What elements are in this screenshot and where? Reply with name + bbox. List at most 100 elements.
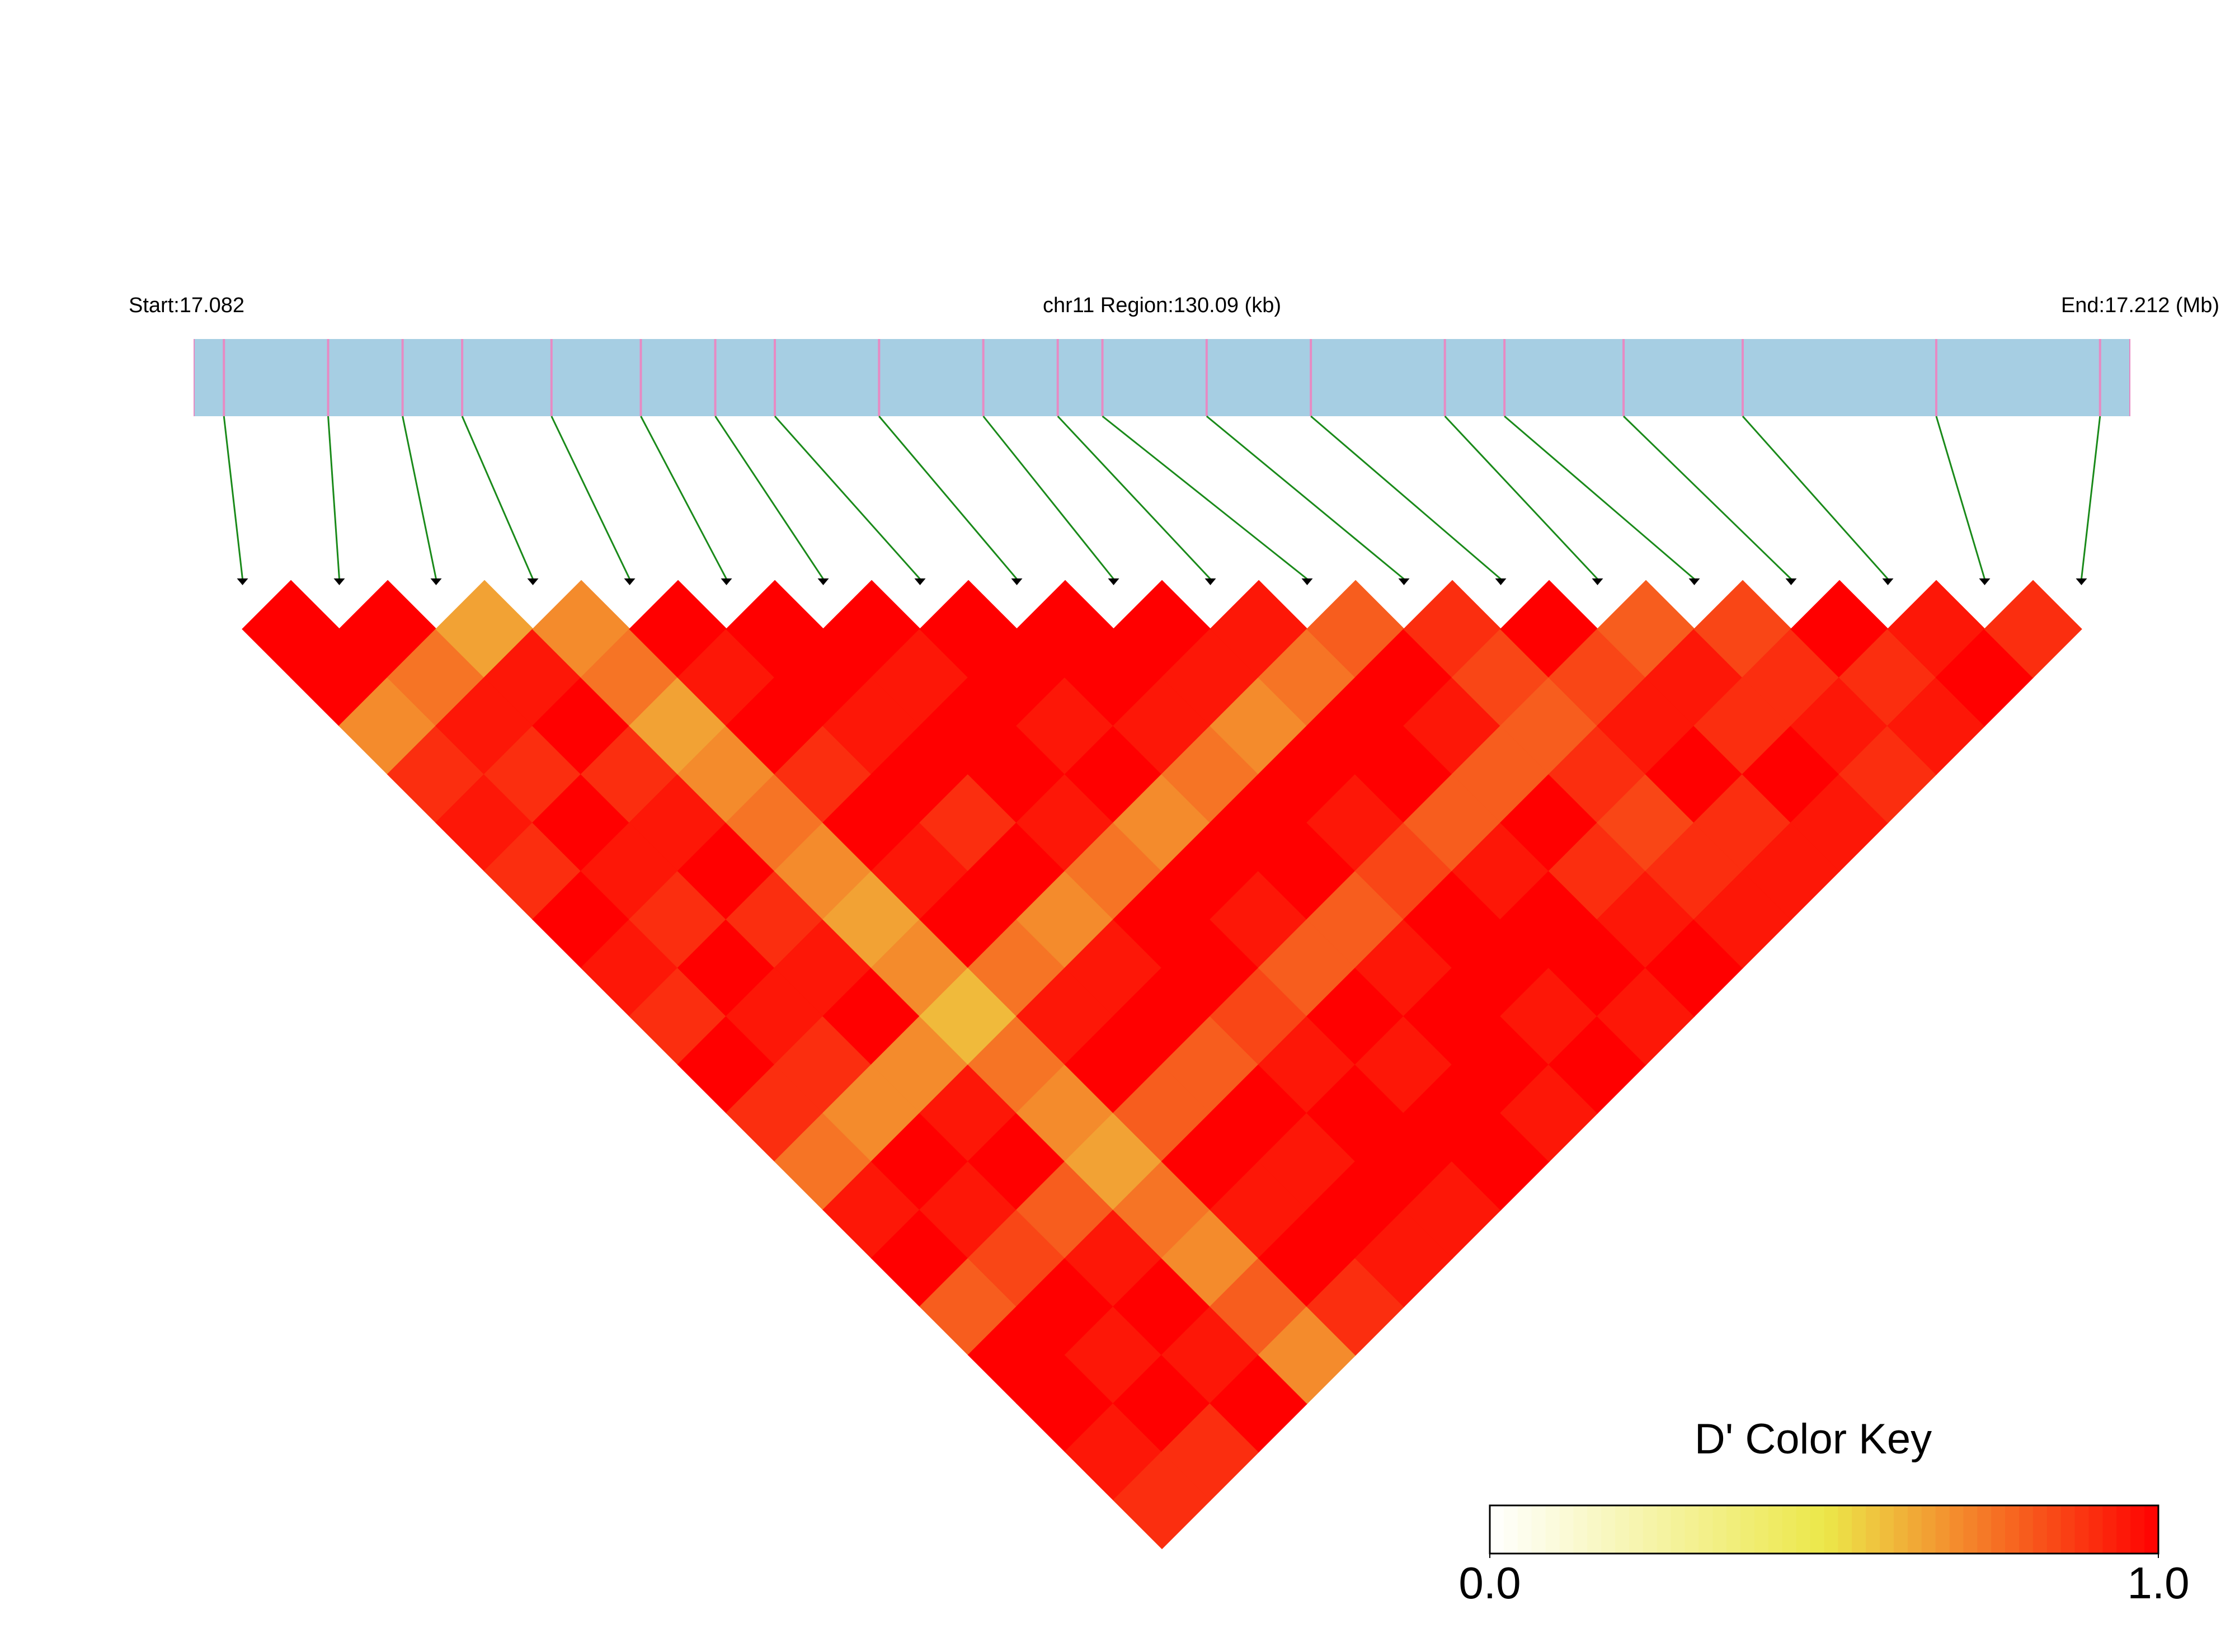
key-frame bbox=[1489, 1504, 2159, 1555]
key-swatch bbox=[1629, 1505, 1644, 1554]
key-swatch bbox=[2032, 1505, 2048, 1554]
region-label: chr11 Region:130.09 (kb) bbox=[1043, 294, 1281, 317]
key-swatch bbox=[1935, 1505, 1950, 1554]
key-swatch bbox=[1907, 1505, 1922, 1554]
snp-marker bbox=[1592, 578, 1603, 585]
snp-marker bbox=[1785, 578, 1797, 585]
key-swatch bbox=[1852, 1505, 1867, 1554]
key-swatch bbox=[1685, 1505, 1700, 1554]
key-swatch bbox=[1824, 1505, 1839, 1554]
key-swatch bbox=[1531, 1505, 1546, 1554]
snp-link bbox=[1057, 415, 1211, 580]
snp-link bbox=[1206, 415, 1405, 580]
snp-link bbox=[640, 416, 727, 580]
key-swatch bbox=[1657, 1505, 1672, 1554]
key-swatch bbox=[1698, 1505, 1714, 1554]
key-swatch bbox=[1893, 1505, 1908, 1554]
key-swatch bbox=[2116, 1505, 2132, 1554]
key-swatch bbox=[1601, 1505, 1616, 1554]
snp-link bbox=[774, 416, 921, 580]
key-tick-label: 0.0 bbox=[1458, 1558, 1521, 1608]
key-swatch bbox=[1573, 1505, 1588, 1554]
snp-marker bbox=[1688, 578, 1700, 585]
key-title: D' Color Key bbox=[1695, 1415, 1932, 1463]
snp-link bbox=[1742, 416, 1889, 580]
snp-link bbox=[550, 416, 630, 580]
snp-marker bbox=[624, 578, 636, 585]
key-swatch bbox=[1949, 1505, 1964, 1554]
key-swatch bbox=[2005, 1505, 2020, 1554]
key-swatch bbox=[1517, 1505, 1532, 1554]
snp-link bbox=[327, 416, 340, 580]
key-swatch bbox=[2144, 1505, 2159, 1554]
snp-link bbox=[1504, 415, 1695, 580]
key-swatch bbox=[2088, 1505, 2104, 1554]
snp-marker bbox=[721, 578, 732, 585]
start-label: Start:17.082 bbox=[129, 294, 244, 317]
snp-marker bbox=[914, 578, 926, 585]
key-swatch bbox=[2074, 1505, 2090, 1554]
key-swatch bbox=[1963, 1505, 1978, 1554]
end-label: End:17.212 (Mb) bbox=[2061, 294, 2219, 317]
key-swatch bbox=[2019, 1505, 2034, 1554]
key-swatch bbox=[2060, 1505, 2076, 1554]
snp-link bbox=[461, 416, 534, 580]
key-swatch bbox=[2102, 1505, 2118, 1554]
key-swatch bbox=[1810, 1505, 1825, 1554]
snp-marker bbox=[1495, 578, 1507, 585]
snp-marker bbox=[817, 578, 829, 585]
key-swatch bbox=[1740, 1505, 1756, 1554]
key-swatch bbox=[1866, 1505, 1881, 1554]
axis-limit-left bbox=[194, 339, 195, 416]
key-swatch bbox=[1712, 1505, 1728, 1554]
snp-marker bbox=[1979, 578, 1991, 585]
key-swatch bbox=[1726, 1505, 1742, 1554]
snp-link bbox=[714, 416, 824, 580]
key-swatch bbox=[1615, 1505, 1630, 1554]
key-swatch bbox=[1991, 1505, 2006, 1554]
snp-link bbox=[402, 416, 437, 580]
key-swatch bbox=[1880, 1505, 1894, 1554]
snp-marker bbox=[2076, 578, 2087, 585]
key-swatch bbox=[1587, 1505, 1602, 1554]
key-swatch bbox=[1559, 1505, 1574, 1554]
key-swatch bbox=[1643, 1505, 1658, 1554]
key-tick-label: 1.0 bbox=[2127, 1558, 2189, 1608]
snp-link bbox=[223, 416, 243, 580]
snp-marker bbox=[1398, 578, 1410, 585]
key-swatch bbox=[1838, 1505, 1853, 1554]
key-swatch bbox=[1977, 1505, 1992, 1554]
key-swatch bbox=[1503, 1505, 1518, 1554]
snp-marker bbox=[1011, 578, 1023, 585]
key-swatch bbox=[1796, 1505, 1811, 1554]
snp-link bbox=[1310, 415, 1502, 580]
key-swatch bbox=[1754, 1505, 1769, 1554]
snp-link bbox=[1102, 415, 1308, 580]
key-swatch bbox=[2046, 1505, 2062, 1554]
snp-marker bbox=[430, 578, 442, 585]
key-swatch bbox=[1768, 1505, 1783, 1554]
position-bar bbox=[194, 339, 2130, 416]
snp-link bbox=[878, 416, 1018, 580]
snp-link bbox=[2081, 416, 2101, 580]
snp-link bbox=[982, 416, 1114, 580]
snp-marker bbox=[527, 578, 539, 585]
key-swatch bbox=[1545, 1505, 1560, 1554]
snp-marker bbox=[1108, 578, 1119, 585]
snp-link bbox=[1444, 415, 1598, 580]
snp-marker bbox=[333, 578, 345, 585]
ld-cell bbox=[1984, 580, 2082, 679]
key-swatch bbox=[1490, 1505, 1504, 1554]
snp-link bbox=[1935, 416, 1985, 580]
snp-marker bbox=[1882, 578, 1894, 585]
snp-link bbox=[1623, 415, 1792, 580]
snp-marker bbox=[1301, 578, 1313, 585]
snp-marker bbox=[1204, 578, 1216, 585]
snp-marker bbox=[237, 578, 248, 585]
key-swatch bbox=[2130, 1505, 2145, 1554]
key-swatch bbox=[1671, 1505, 1686, 1554]
key-swatch bbox=[1782, 1505, 1797, 1554]
axis-limit-right bbox=[2129, 339, 2130, 416]
key-swatch bbox=[1921, 1505, 1936, 1554]
